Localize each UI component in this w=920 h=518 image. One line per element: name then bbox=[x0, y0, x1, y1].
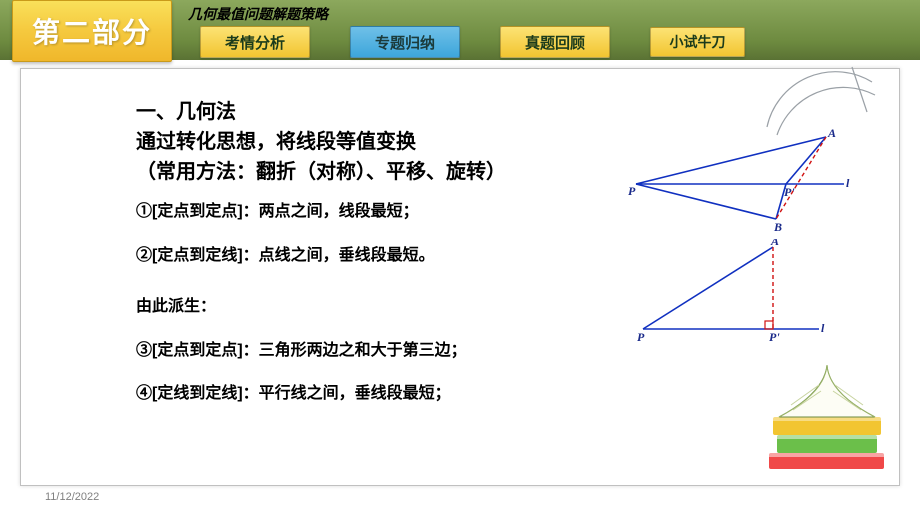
tab-practice[interactable]: 小试牛刀 bbox=[650, 27, 745, 57]
item-1: ①[定点到定点]：两点之间，线段最短； bbox=[136, 199, 696, 225]
svg-text:P: P bbox=[637, 330, 645, 344]
part-badge: 第二部分 bbox=[12, 0, 172, 62]
heading-idea: 通过转化思想，将线段等值变换 bbox=[136, 127, 696, 157]
books-illustration-icon bbox=[749, 335, 899, 485]
heading-methods: （常用方法：翻折（对称）、平移、旋转） bbox=[136, 157, 696, 187]
arc-decoration-icon bbox=[757, 57, 877, 137]
item-4: ④[定线到定线]：平行线之间，垂线段最短； bbox=[136, 381, 696, 407]
svg-text:P': P' bbox=[784, 185, 795, 199]
item-3: ③[定点到定点]：三角形两边之和大于第三边； bbox=[136, 338, 696, 364]
footer-date: 11/12/2022 bbox=[45, 491, 99, 503]
content-frame: 一、几何法 通过转化思想，将线段等值变换 （常用方法：翻折（对称）、平移、旋转）… bbox=[20, 68, 900, 486]
tab-exam-review[interactable]: 真题回顾 bbox=[500, 26, 610, 58]
svg-text:A: A bbox=[827, 129, 836, 140]
svg-text:B: B bbox=[773, 220, 782, 234]
top-bar: 第二部分 几何最值问题解题策略 考情分析 专题归纳 真题回顾 小试牛刀 bbox=[0, 0, 920, 60]
part-badge-text: 第二部分 bbox=[32, 11, 152, 51]
tab-exam-analysis[interactable]: 考情分析 bbox=[200, 26, 310, 58]
svg-text:l: l bbox=[821, 321, 825, 335]
svg-text:P: P bbox=[628, 184, 636, 198]
main-content: 一、几何法 通过转化思想，将线段等值变换 （常用方法：翻折（对称）、平移、旋转）… bbox=[136, 97, 696, 407]
svg-text:A: A bbox=[770, 239, 779, 248]
tab-bar: 考情分析 专题归纳 真题回顾 小试牛刀 bbox=[200, 26, 745, 58]
item-2: ②[定点到定线]：点线之间，垂线段最短。 bbox=[136, 243, 696, 269]
derive-label: 由此派生： bbox=[136, 294, 696, 320]
figure-perpendicular: A P P' l bbox=[631, 239, 831, 349]
figure-reflection: A B P P' l bbox=[626, 129, 856, 239]
tab-topic-summary[interactable]: 专题归纳 bbox=[350, 26, 460, 58]
heading-method: 一、几何法 bbox=[136, 97, 696, 127]
svg-text:l: l bbox=[846, 176, 850, 190]
header-subtitle: 几何最值问题解题策略 bbox=[188, 4, 328, 24]
